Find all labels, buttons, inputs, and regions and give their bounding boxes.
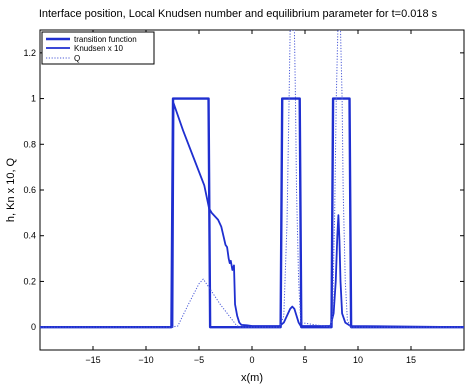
y-tick-label: 1 — [31, 94, 36, 104]
series-transition-function-line — [40, 97, 464, 329]
axis-ticks: −15 −10 −5 0 5 10 15 0 0.2 0.4 0.6 0.8 1 1.2 — [23, 30, 464, 365]
y-tick-label: 0.4 — [23, 231, 36, 241]
y-tick-label: 1.2 — [23, 48, 36, 58]
y-tick-label: 0.8 — [23, 139, 36, 149]
y-tick-label: 0.6 — [23, 185, 36, 195]
x-tick-label: −5 — [194, 355, 204, 365]
legend: transition function Knudsen x 10 Q — [41, 31, 155, 65]
legend-box — [41, 31, 155, 65]
series-knudsen-line — [40, 102, 464, 329]
x-tick-label: 10 — [353, 355, 363, 365]
x-tick-label: −10 — [138, 355, 153, 365]
legend-label-transition: transition function — [74, 35, 137, 44]
x-tick-label: 5 — [302, 355, 307, 365]
x-tick-label: −15 — [85, 355, 100, 365]
y-axis-label: h, Kn x 10, Q — [5, 157, 17, 222]
x-tick-label: 15 — [406, 355, 416, 365]
chart-title: Interface position, Local Knudsen number… — [39, 8, 438, 20]
x-axis-label: x(m) — [241, 372, 263, 384]
y-tick-label: 0.2 — [23, 276, 36, 286]
legend-label-q: Q — [74, 54, 80, 63]
x-tick-label: 0 — [249, 355, 254, 365]
plot-area — [39, 29, 465, 351]
legend-label-knudsen: Knudsen x 10 — [74, 44, 123, 53]
y-tick-label: 0 — [31, 322, 36, 332]
series-layer — [40, 30, 464, 329]
